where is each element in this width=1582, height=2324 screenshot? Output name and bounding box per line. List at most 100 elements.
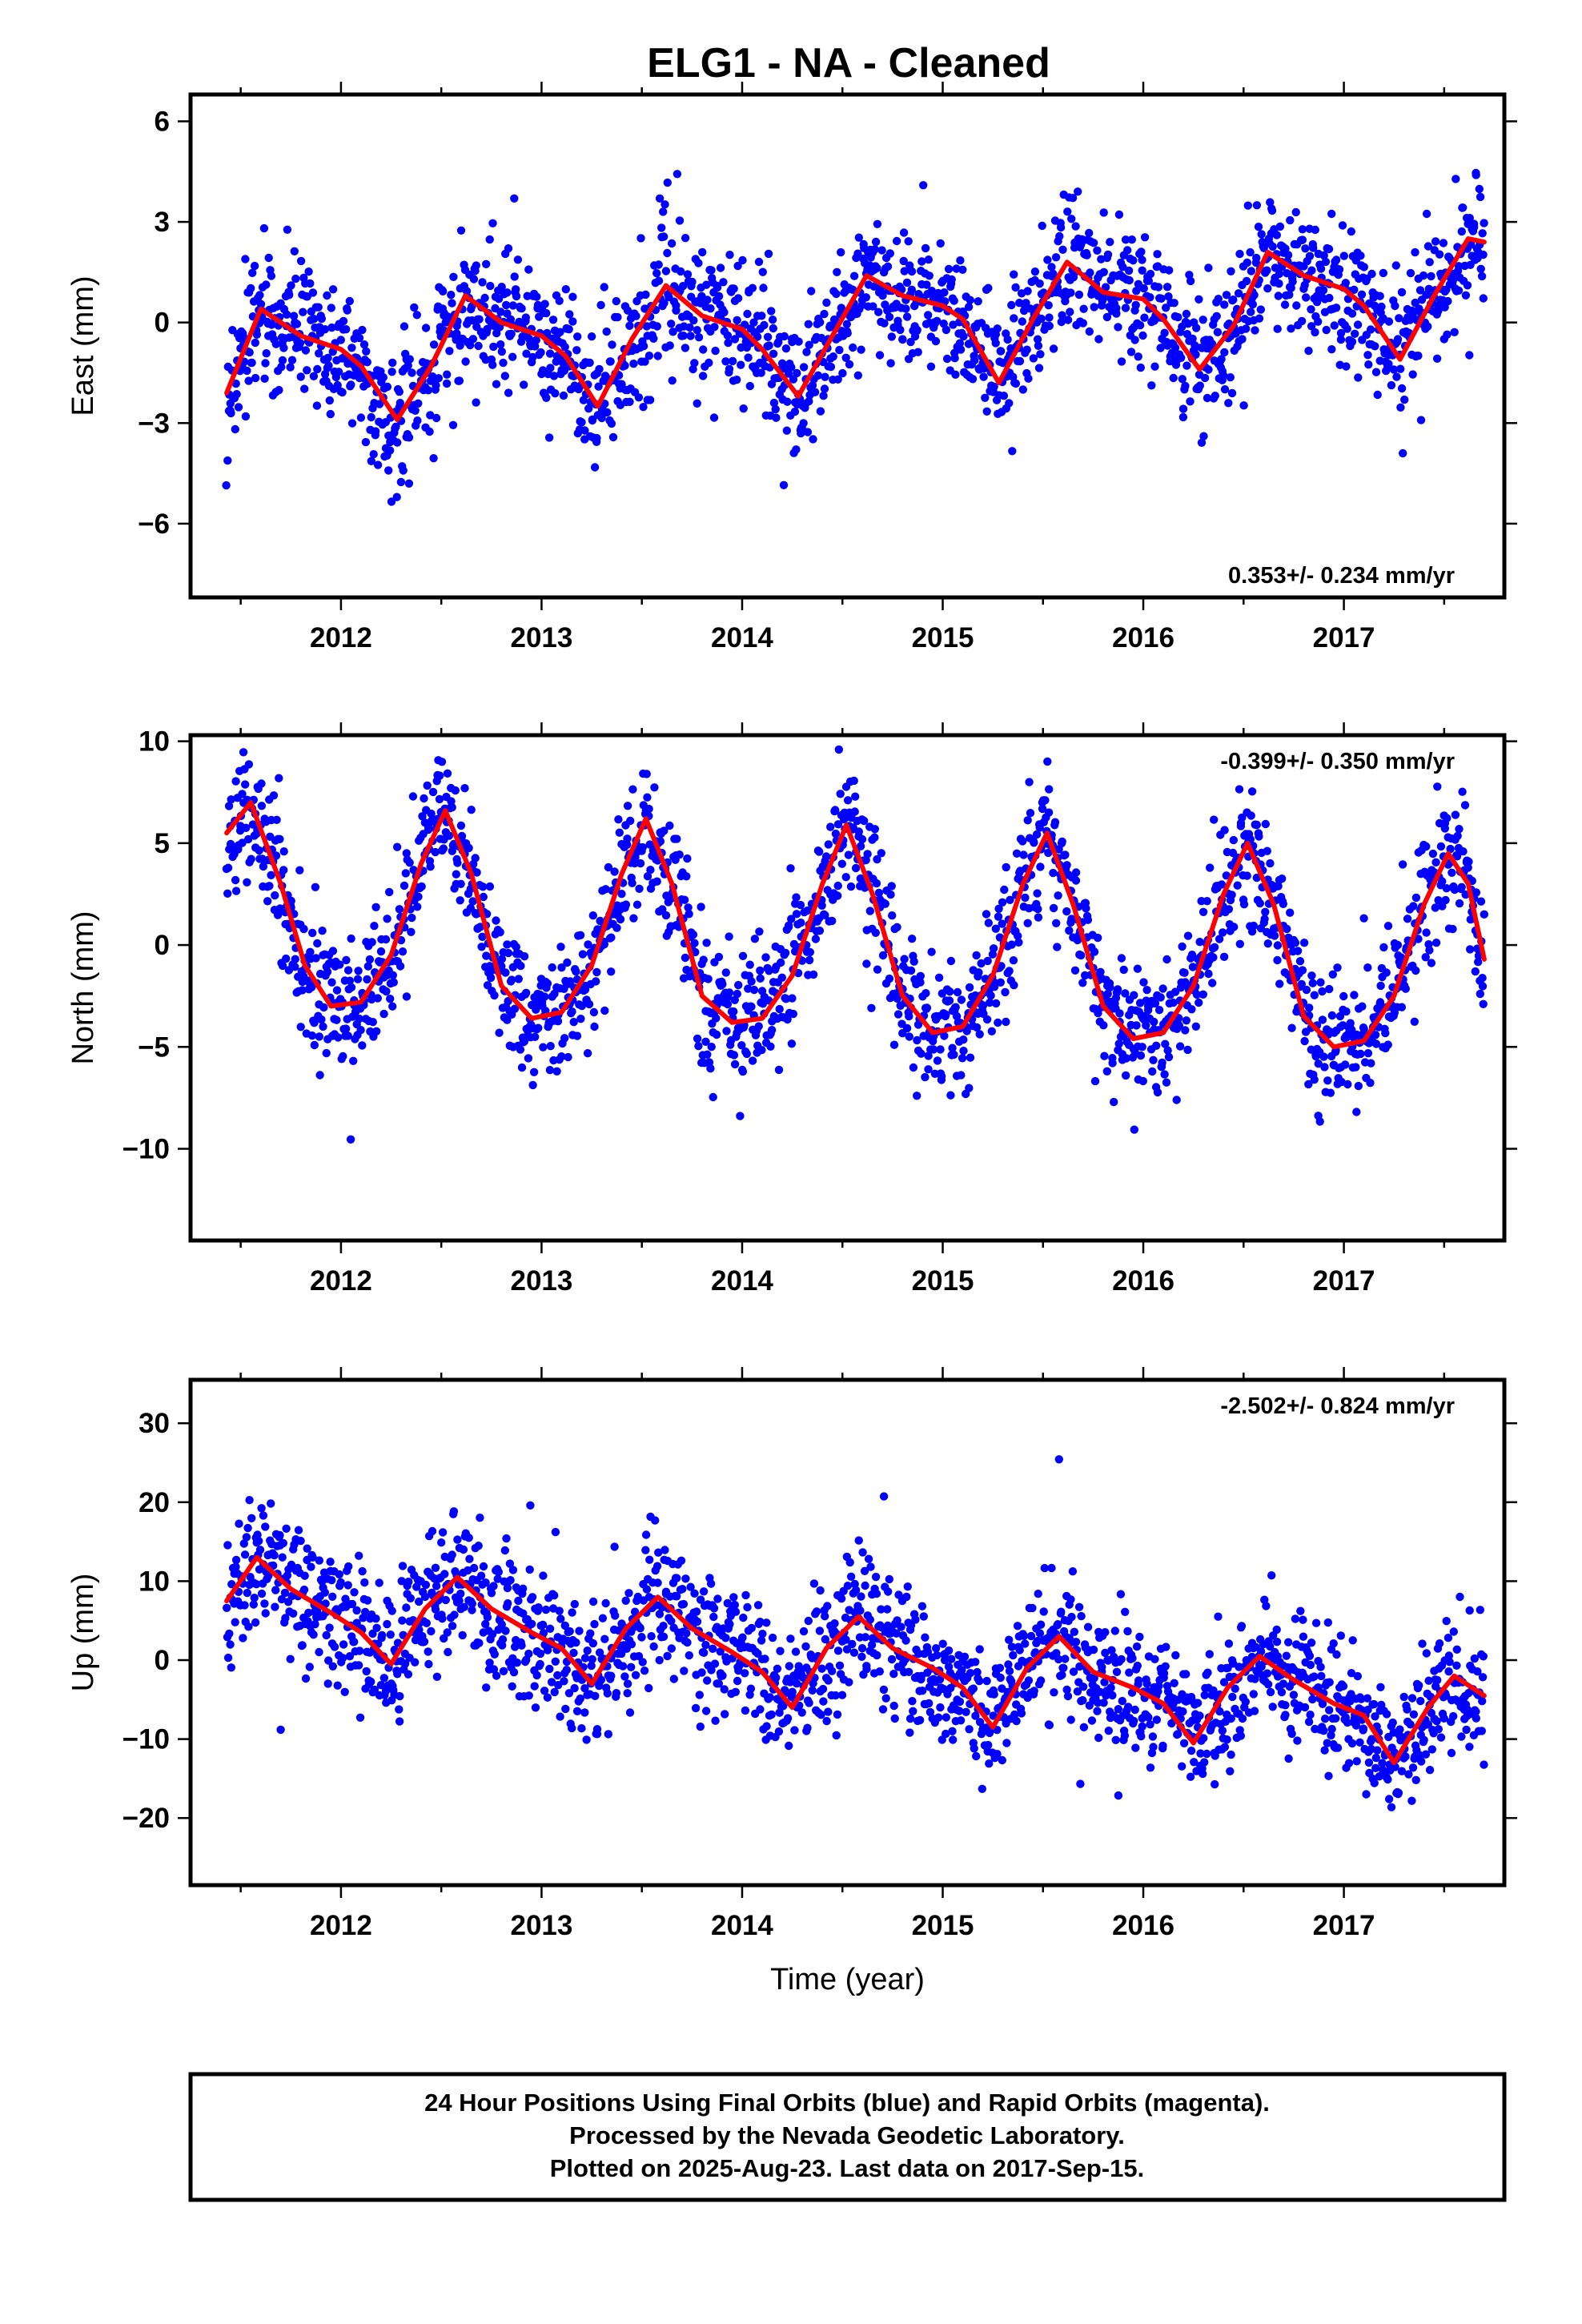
data-point bbox=[269, 791, 279, 800]
data-point bbox=[623, 802, 632, 810]
data-point bbox=[924, 1051, 933, 1060]
data-point bbox=[777, 958, 785, 967]
data-point bbox=[1238, 335, 1247, 344]
data-point bbox=[378, 1630, 387, 1640]
data-point bbox=[1206, 863, 1215, 872]
data-point bbox=[836, 790, 845, 798]
data-point bbox=[628, 785, 637, 794]
data-point bbox=[693, 326, 701, 335]
data-point bbox=[769, 349, 778, 358]
data-point bbox=[522, 988, 531, 998]
data-point bbox=[1199, 990, 1208, 999]
data-point bbox=[913, 1035, 921, 1045]
data-point bbox=[1181, 381, 1190, 391]
data-point bbox=[842, 320, 852, 328]
data-point bbox=[788, 994, 797, 1003]
data-point bbox=[1246, 247, 1255, 257]
data-point bbox=[261, 1609, 270, 1618]
data-point bbox=[508, 1682, 516, 1691]
data-point bbox=[245, 1496, 254, 1505]
data-point bbox=[944, 264, 954, 274]
data-point bbox=[524, 1649, 533, 1659]
data-point bbox=[1454, 262, 1464, 271]
data-point bbox=[456, 896, 464, 905]
data-point bbox=[783, 397, 792, 406]
data-point bbox=[1130, 1125, 1139, 1134]
data-point bbox=[682, 872, 691, 881]
data-point bbox=[437, 758, 447, 766]
data-point bbox=[1011, 283, 1020, 292]
data-point bbox=[568, 292, 577, 301]
data-point bbox=[281, 1614, 290, 1622]
data-point bbox=[496, 308, 505, 316]
data-point bbox=[1015, 356, 1025, 366]
y-axis-label: East (mm) bbox=[66, 275, 100, 416]
y-tick-label: 5 bbox=[155, 828, 170, 859]
data-point bbox=[432, 1582, 441, 1590]
data-point bbox=[387, 1606, 396, 1615]
data-point bbox=[327, 1576, 336, 1585]
data-point bbox=[682, 965, 691, 975]
data-point bbox=[817, 901, 826, 911]
data-point bbox=[327, 978, 336, 987]
data-point bbox=[330, 1642, 339, 1651]
data-point bbox=[1207, 340, 1217, 348]
data-point bbox=[408, 913, 416, 923]
data-point bbox=[1424, 284, 1434, 293]
data-point bbox=[1302, 293, 1311, 302]
data-point bbox=[1266, 198, 1275, 207]
data-point bbox=[1160, 328, 1169, 337]
data-point bbox=[995, 933, 1005, 942]
data-point bbox=[870, 245, 879, 254]
data-point bbox=[259, 862, 268, 871]
data-point bbox=[1174, 312, 1182, 322]
data-point bbox=[792, 910, 801, 919]
data-point bbox=[774, 1727, 784, 1736]
y-tick-label: 0 bbox=[155, 930, 170, 961]
data-point bbox=[1291, 207, 1300, 217]
data-point bbox=[940, 1031, 949, 1040]
data-point bbox=[241, 412, 251, 421]
data-point bbox=[1136, 363, 1146, 372]
data-point bbox=[1090, 1076, 1100, 1086]
data-point bbox=[837, 1594, 846, 1603]
data-point bbox=[227, 1663, 235, 1672]
data-point bbox=[307, 1031, 317, 1040]
data-point bbox=[1448, 276, 1457, 285]
data-point bbox=[223, 456, 232, 465]
data-point bbox=[602, 327, 611, 336]
data-point bbox=[262, 349, 271, 358]
data-point bbox=[652, 1562, 662, 1570]
data-point bbox=[1336, 335, 1346, 344]
data-point bbox=[655, 1610, 665, 1618]
data-point bbox=[1411, 893, 1421, 903]
data-point bbox=[224, 802, 234, 810]
data-point bbox=[763, 332, 773, 341]
data-point bbox=[799, 363, 809, 372]
data-point bbox=[347, 934, 355, 943]
data-point bbox=[1018, 837, 1027, 846]
data-point bbox=[1371, 1039, 1381, 1048]
data-point bbox=[657, 223, 666, 232]
data-point bbox=[591, 1691, 600, 1700]
data-point bbox=[603, 408, 612, 417]
data-point bbox=[758, 267, 767, 276]
data-point bbox=[925, 1699, 934, 1708]
data-point bbox=[653, 352, 662, 360]
data-point bbox=[1395, 314, 1403, 323]
data-point bbox=[853, 371, 863, 380]
data-point bbox=[844, 850, 853, 859]
data-point bbox=[257, 1504, 266, 1513]
data-point bbox=[372, 1623, 381, 1633]
data-point bbox=[861, 1633, 870, 1642]
data-point bbox=[835, 345, 844, 355]
data-point bbox=[383, 915, 391, 923]
data-point bbox=[400, 322, 409, 331]
data-point bbox=[799, 1626, 809, 1636]
data-point bbox=[1397, 1003, 1407, 1011]
fit-line bbox=[224, 800, 1487, 1050]
data-point bbox=[322, 1048, 331, 1058]
data-point bbox=[1247, 811, 1255, 820]
data-point bbox=[775, 1004, 784, 1014]
data-point bbox=[762, 1618, 771, 1627]
